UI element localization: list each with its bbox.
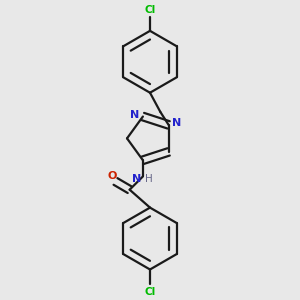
Text: H: H bbox=[145, 174, 153, 184]
Text: N: N bbox=[132, 174, 141, 184]
Text: N: N bbox=[130, 110, 140, 120]
Text: N: N bbox=[172, 118, 181, 128]
Text: Cl: Cl bbox=[144, 286, 156, 297]
Text: Cl: Cl bbox=[144, 4, 156, 15]
Text: O: O bbox=[108, 171, 117, 181]
